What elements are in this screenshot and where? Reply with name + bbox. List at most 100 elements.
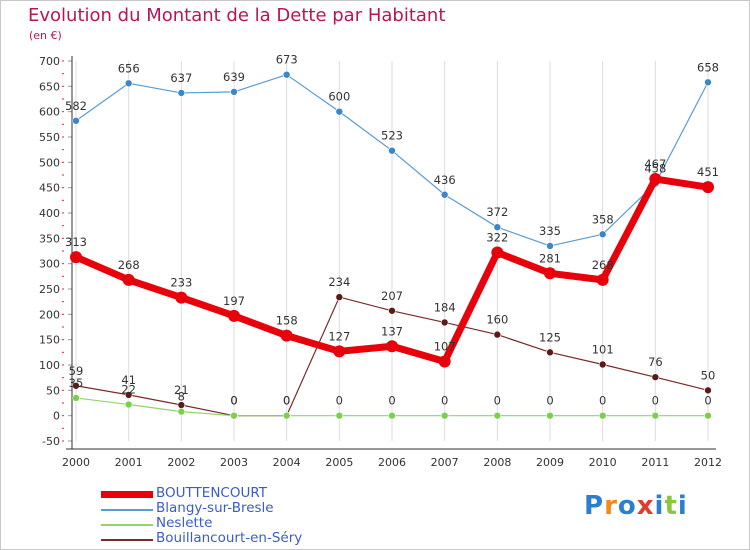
data-point — [388, 411, 396, 420]
data-label: 59 — [69, 364, 84, 378]
data-point — [335, 293, 344, 301]
data-point — [333, 345, 346, 358]
logo-letter: x — [636, 491, 655, 521]
data-point — [282, 70, 291, 79]
data-label: 467 — [644, 157, 666, 171]
data-point — [493, 411, 502, 420]
data-label: 0 — [704, 394, 711, 408]
data-point — [704, 411, 712, 420]
data-label: 637 — [170, 71, 192, 85]
data-point — [493, 330, 502, 339]
data-point — [72, 116, 80, 125]
y-tick-label: 200 — [39, 308, 60, 321]
data-point — [388, 146, 396, 155]
x-tick-label: 2001 — [115, 456, 143, 469]
data-label: 158 — [276, 314, 298, 328]
data-label: 41 — [121, 373, 136, 387]
data-label: 313 — [65, 235, 87, 249]
y-tick-label: 550 — [39, 131, 60, 144]
data-label: 0 — [441, 394, 448, 408]
data-label: 600 — [328, 90, 350, 104]
data-label: 322 — [486, 231, 508, 245]
data-label: 197 — [223, 294, 245, 308]
data-label: 0 — [230, 394, 237, 408]
data-label: 160 — [486, 313, 508, 327]
series-layer — [70, 70, 714, 420]
data-point — [544, 267, 556, 280]
data-point — [651, 411, 660, 420]
data-label: 0 — [494, 394, 501, 408]
data-point — [704, 78, 712, 87]
x-tick-label: 2002 — [167, 456, 195, 469]
x-tick-label: 2009 — [536, 456, 564, 469]
data-point — [440, 318, 449, 327]
legend-swatch — [101, 539, 153, 541]
data-point — [491, 246, 504, 259]
data-point — [124, 79, 133, 88]
x-tick-label: 2007 — [431, 456, 459, 469]
data-point — [70, 251, 82, 264]
data-point — [72, 381, 80, 390]
data-label: 372 — [486, 205, 508, 219]
data-label: 0 — [230, 394, 237, 408]
legend-swatch — [101, 491, 153, 498]
x-tick-label: 2012 — [694, 456, 722, 469]
data-label: 523 — [381, 129, 403, 143]
chart-title: Evolution du Montant de la Dette par Hab… — [28, 5, 446, 26]
data-label: 8 — [178, 390, 185, 404]
y-tick-label: 100 — [39, 359, 60, 372]
data-label: 233 — [170, 276, 192, 290]
data-point — [124, 391, 133, 399]
data-label: 35 — [69, 376, 84, 390]
logo-letter: o — [617, 491, 637, 521]
x-tick-label: 2003 — [220, 456, 248, 469]
y-tick-label: 600 — [39, 106, 60, 119]
data-label: 0 — [599, 394, 606, 408]
data-point — [282, 411, 291, 420]
line-chart: 2000 2001 2002 2003 2004 2005 2006 2007 2008 2009… — [39, 53, 722, 469]
x-tick-label: 2011 — [641, 456, 669, 469]
logo-letter: t — [664, 491, 678, 521]
data-point — [230, 88, 238, 96]
y-tick-label: 400 — [39, 207, 60, 220]
data-label: 50 — [701, 368, 716, 382]
grid-lines — [75, 61, 709, 441]
legend-label: BOUTTENCOURT — [156, 485, 267, 501]
data-point — [598, 360, 607, 369]
y-tick-label: 300 — [39, 258, 60, 271]
data-point — [598, 230, 607, 239]
x-tick-label: 2000 — [62, 456, 90, 469]
data-label: 127 — [328, 329, 350, 343]
data-label: 268 — [592, 258, 614, 272]
legend-swatch — [101, 524, 153, 526]
data-label: 673 — [276, 53, 298, 67]
data-label: 234 — [328, 275, 350, 289]
legend-label: Bouillancourt-en-Séry — [156, 530, 303, 546]
y-tick-label: 150 — [39, 334, 60, 347]
data-point — [649, 173, 662, 186]
data-point — [228, 309, 240, 322]
data-label: 107 — [434, 339, 456, 353]
legend-label: Neslette — [156, 515, 213, 531]
data-point — [386, 340, 398, 353]
data-label: 137 — [381, 324, 403, 338]
data-point — [230, 411, 238, 420]
y-tick-label: 250 — [39, 283, 60, 296]
data-label: 76 — [648, 355, 663, 369]
logo-letter: r — [604, 491, 618, 521]
logo-letter: i — [677, 491, 688, 521]
data-point — [335, 107, 344, 116]
data-label: 125 — [539, 330, 561, 344]
x-tick-label: 2005 — [325, 456, 353, 469]
data-label: 451 — [697, 165, 719, 179]
y-tick-label: -50 — [42, 435, 60, 448]
data-label: 436 — [434, 173, 456, 187]
y-tick-label: 0 — [53, 410, 60, 423]
data-point — [440, 411, 449, 420]
data-label: 22 — [121, 383, 136, 397]
data-label: 207 — [381, 289, 403, 303]
legend-label: Blangy-sur-Bresle — [156, 500, 274, 516]
data-point — [122, 273, 135, 286]
